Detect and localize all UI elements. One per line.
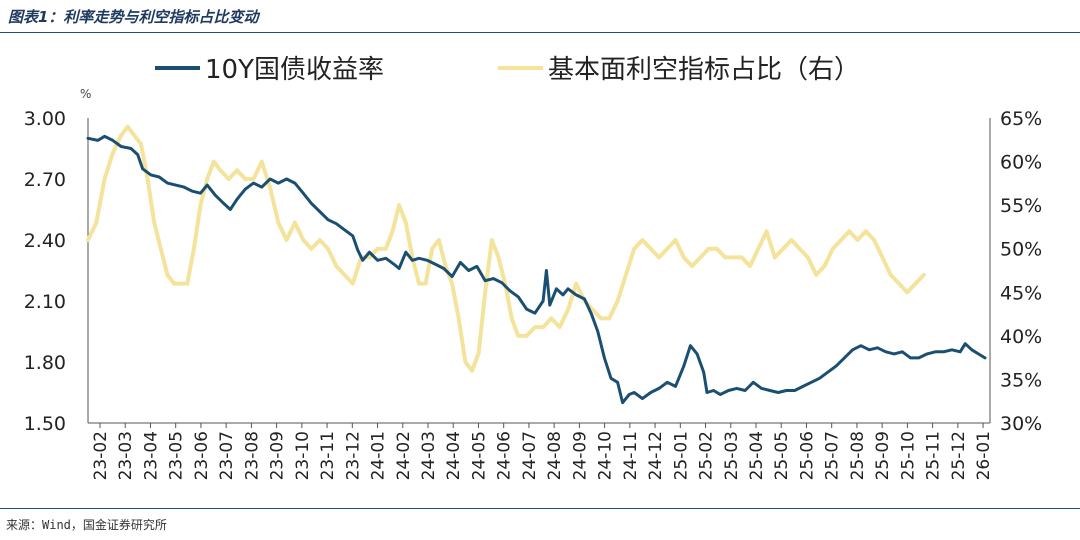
left-axis: 3.00 2.70 2.40 2.10 1.80 1.50 bbox=[24, 108, 66, 435]
x-tick-label: 24-07 bbox=[520, 431, 540, 480]
x-tick-label: 25-11 bbox=[924, 431, 944, 480]
right-tick-label: 40% bbox=[1000, 326, 1042, 348]
left-axis-unit: % bbox=[80, 87, 91, 101]
x-tick-label: 23-12 bbox=[343, 431, 363, 480]
x-tick-label: 24-12 bbox=[646, 431, 666, 480]
right-tick-label: 30% bbox=[1000, 413, 1042, 435]
x-tick-label: 23-04 bbox=[141, 431, 161, 480]
x-tick-label: 24-01 bbox=[369, 431, 389, 480]
right-tick-label: 60% bbox=[1000, 152, 1042, 174]
x-tick-label: 23-05 bbox=[167, 431, 187, 480]
x-tick-label: 24-03 bbox=[419, 431, 439, 480]
series-line-10y-yield bbox=[86, 134, 987, 405]
left-tick-label: 2.70 bbox=[24, 169, 66, 191]
legend-label-10y-yield: 10Y国债收益率 bbox=[205, 55, 384, 85]
left-tick-label: 2.40 bbox=[24, 230, 66, 252]
chart-title: 图表1：利率走势与利空指标占比变动 bbox=[8, 8, 259, 26]
x-tick-label: 23-02 bbox=[91, 431, 111, 480]
right-tick-label: 50% bbox=[1000, 239, 1042, 261]
x-tick-label: 23-06 bbox=[192, 431, 212, 480]
source-note: 来源：Wind，国金证券研究所 bbox=[6, 518, 167, 532]
x-tick-label: 25-09 bbox=[873, 431, 893, 480]
x-tick-label: 23-07 bbox=[217, 431, 237, 480]
x-tick-label: 24-06 bbox=[495, 431, 515, 480]
x-tick-label: 25-08 bbox=[848, 431, 868, 480]
x-tick-label: 23-09 bbox=[268, 431, 288, 480]
x-tick-label: 26-01 bbox=[974, 431, 994, 480]
x-tick-label: 24-08 bbox=[545, 431, 565, 480]
left-tick-label: 3.00 bbox=[24, 108, 66, 130]
x-tick-label: 23-08 bbox=[242, 431, 262, 480]
right-tick-label: 65% bbox=[1000, 108, 1042, 130]
x-tick-label: 23-11 bbox=[318, 431, 338, 480]
series-layer bbox=[86, 124, 987, 405]
x-axis: 23-02 23-03 23-04 23-05 23-06 23-07 23-08 23-09… bbox=[91, 423, 994, 480]
x-tick-label: 25-05 bbox=[772, 431, 792, 480]
left-tick-label: 1.80 bbox=[24, 352, 66, 374]
right-tick-label: 55% bbox=[1000, 195, 1042, 217]
x-tick-label: 23-03 bbox=[116, 431, 136, 480]
left-tick-label: 1.50 bbox=[24, 413, 66, 435]
x-tick-label: 25-03 bbox=[722, 431, 742, 480]
series-line-bearish-ratio bbox=[86, 124, 926, 373]
x-tick-label: 24-02 bbox=[394, 431, 414, 480]
bottom-divider bbox=[0, 508, 1080, 509]
legend-label-bearish-ratio: 基本面利空指标占比（右） bbox=[548, 55, 860, 85]
x-tick-label: 23-10 bbox=[293, 431, 313, 480]
x-tick-label: 25-07 bbox=[823, 431, 843, 480]
x-tick-label: 24-11 bbox=[621, 431, 641, 480]
left-tick-label: 2.10 bbox=[24, 291, 66, 313]
top-divider bbox=[0, 32, 1080, 33]
right-axis: 65% 60% 55% 50% 45% 40% 35% 30% bbox=[1000, 108, 1042, 435]
x-tick-label: 25-12 bbox=[949, 431, 969, 480]
x-tick-label: 25-04 bbox=[747, 431, 767, 480]
x-tick-label: 24-05 bbox=[469, 431, 489, 480]
x-tick-label: 25-06 bbox=[797, 431, 817, 480]
right-tick-label: 35% bbox=[1000, 369, 1042, 391]
plot-frame bbox=[87, 118, 991, 424]
x-tick-label: 25-01 bbox=[671, 431, 691, 480]
legend: 10Y国债收益率 基本面利空指标占比（右） bbox=[155, 55, 860, 85]
right-tick-label: 45% bbox=[1000, 282, 1042, 304]
x-tick-label: 24-10 bbox=[596, 431, 616, 480]
x-tick-label: 25-02 bbox=[697, 431, 717, 480]
x-tick-label: 25-10 bbox=[898, 431, 918, 480]
x-tick-label: 24-09 bbox=[570, 431, 590, 480]
x-tick-label: 24-04 bbox=[444, 431, 464, 480]
